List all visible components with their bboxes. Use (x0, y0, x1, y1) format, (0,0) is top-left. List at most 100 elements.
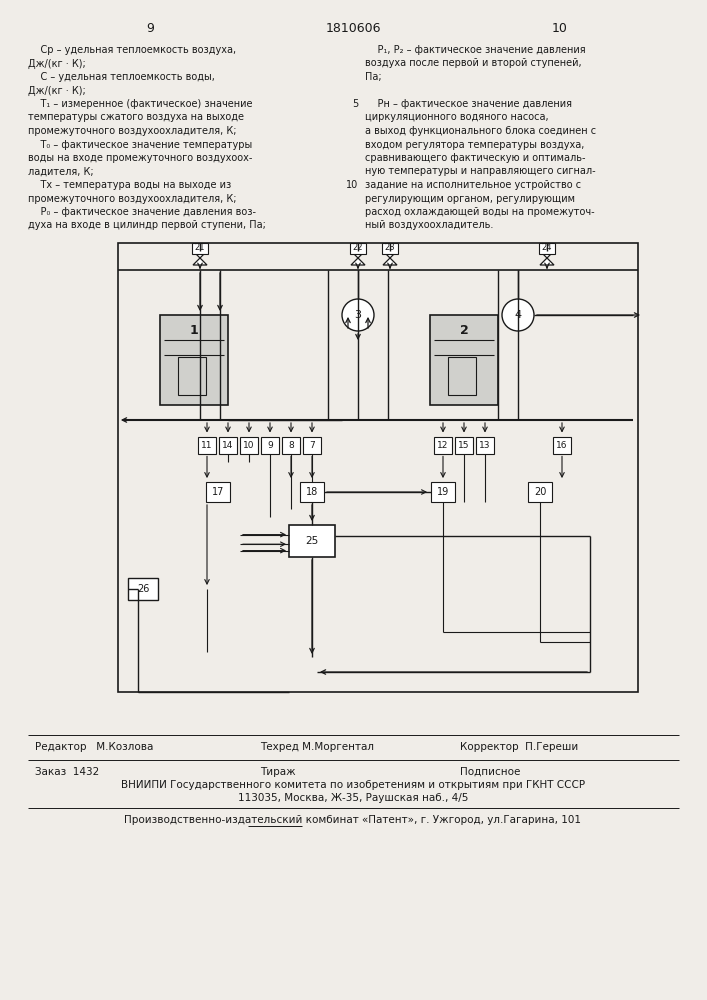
Text: 17: 17 (212, 487, 224, 497)
Text: Дж/(кг · К);: Дж/(кг · К); (28, 86, 86, 96)
Polygon shape (383, 251, 397, 258)
Text: 8: 8 (288, 440, 294, 450)
Text: воздуха после первой и второй ступеней,: воздуха после первой и второй ступеней, (365, 58, 582, 68)
Text: задание на исполнительное устройство с: задание на исполнительное устройство с (365, 180, 581, 190)
Text: входом регулятора температуры воздуха,: входом регулятора температуры воздуха, (365, 139, 585, 149)
Bar (160, 315, 228, 405)
Text: духа на входе в цилиндр первой ступени, Па;: духа на входе в цилиндр первой ступени, … (28, 221, 266, 231)
Text: расход охлаждающей воды на промежуточ-: расход охлаждающей воды на промежуточ- (365, 207, 595, 217)
Text: ладителя, К;: ладителя, К; (28, 166, 93, 176)
Text: 10: 10 (552, 21, 568, 34)
Bar (434, 436, 452, 454)
Polygon shape (540, 258, 554, 265)
Text: ный воздухоохладитель.: ный воздухоохладитель. (365, 221, 493, 231)
Bar (528, 482, 552, 502)
Bar (476, 436, 494, 454)
Bar (303, 436, 321, 454)
Polygon shape (193, 251, 207, 258)
Text: Рн – фактическое значение давления: Рн – фактическое значение давления (365, 99, 572, 109)
Bar (382, 242, 398, 253)
Text: Дж/(кг · К);: Дж/(кг · К); (28, 58, 86, 69)
Bar (282, 436, 300, 454)
Text: сравнивающего фактическую и оптималь-: сравнивающего фактическую и оптималь- (365, 153, 585, 163)
Bar (430, 315, 498, 405)
Text: 18: 18 (306, 487, 318, 497)
Bar (261, 436, 279, 454)
Text: воды на входе промежуточного воздухоох-: воды на входе промежуточного воздухоох- (28, 153, 252, 163)
Text: 22: 22 (353, 243, 363, 252)
Text: 9: 9 (146, 21, 154, 34)
Text: Корректор  П.Гереши: Корректор П.Гереши (460, 742, 578, 752)
Bar (206, 482, 230, 502)
Text: регулирующим органом, регулирующим: регулирующим органом, регулирующим (365, 194, 575, 204)
Text: Па;: Па; (365, 72, 382, 82)
Circle shape (342, 299, 374, 331)
Text: 19: 19 (437, 487, 449, 497)
Circle shape (502, 299, 534, 331)
Text: промежуточного воздухоохладителя, К;: промежуточного воздухоохладителя, К; (28, 194, 237, 204)
Text: циркуляционного водяного насоса,: циркуляционного водяного насоса, (365, 112, 549, 122)
Text: 20: 20 (534, 487, 547, 497)
Text: Р₁, Р₂ – фактическое значение давления: Р₁, Р₂ – фактическое значение давления (365, 45, 585, 55)
Polygon shape (351, 251, 365, 258)
Text: 23: 23 (385, 243, 395, 252)
Text: 11: 11 (201, 440, 213, 450)
Text: 9: 9 (267, 440, 273, 450)
Bar (350, 242, 366, 253)
Text: Тх – температура воды на выходе из: Тх – температура воды на выходе из (28, 180, 231, 190)
Bar (128, 578, 158, 600)
Text: Техред М.Моргентал: Техред М.Моргентал (260, 742, 374, 752)
Text: Тираж: Тираж (260, 767, 296, 777)
Text: 5: 5 (352, 99, 358, 109)
Text: а выход функционального блока соединен с: а выход функционального блока соединен с (365, 126, 596, 136)
Text: 25: 25 (305, 536, 319, 546)
Text: Производственно-издательский комбинат «Патент», г. Ужгород, ул.Гагарина, 101: Производственно-издательский комбинат «П… (124, 815, 581, 825)
Text: T₁ – измеренное (фактическое) значение: T₁ – измеренное (фактическое) значение (28, 99, 252, 109)
Text: C – удельная теплоемкость воды,: C – удельная теплоемкость воды, (28, 72, 215, 82)
Bar (219, 436, 237, 454)
Text: температуры сжатого воздуха на выходе: температуры сжатого воздуха на выходе (28, 112, 244, 122)
Text: 7: 7 (309, 440, 315, 450)
Text: ВНИИПИ Государственного комитета по изобретениям и открытиям при ГКНТ СССР: ВНИИПИ Государственного комитета по изоб… (121, 780, 585, 790)
Bar (240, 436, 258, 454)
Text: Редактор   М.Козлова: Редактор М.Козлова (35, 742, 153, 752)
Text: 3: 3 (354, 310, 361, 320)
Text: Подписное: Подписное (460, 767, 520, 777)
Text: Cр – удельная теплоемкость воздуха,: Cр – удельная теплоемкость воздуха, (28, 45, 236, 55)
Text: 10: 10 (243, 440, 255, 450)
Text: 12: 12 (438, 440, 449, 450)
Text: Заказ  1432: Заказ 1432 (35, 767, 99, 777)
Text: 10: 10 (346, 180, 358, 190)
Text: промежуточного воздухоохладителя, К;: промежуточного воздухоохладителя, К; (28, 126, 237, 136)
Text: 21: 21 (194, 243, 205, 252)
Text: 1810606: 1810606 (325, 21, 381, 34)
Bar (178, 357, 206, 395)
Bar (539, 242, 555, 253)
Polygon shape (351, 258, 365, 265)
Bar (431, 482, 455, 502)
Bar (300, 482, 324, 502)
Bar (448, 357, 476, 395)
Bar (455, 436, 473, 454)
Text: 2: 2 (460, 324, 468, 336)
Polygon shape (383, 258, 397, 265)
Text: Р₀ – фактическое значение давления воз-: Р₀ – фактическое значение давления воз- (28, 207, 256, 217)
Text: T₀ – фактическое значение температуры: T₀ – фактическое значение температуры (28, 139, 252, 149)
Text: 24: 24 (542, 243, 552, 252)
Text: 26: 26 (137, 584, 149, 594)
Polygon shape (193, 258, 207, 265)
Text: 1: 1 (189, 324, 199, 336)
Polygon shape (540, 251, 554, 258)
Bar (289, 525, 335, 557)
Bar (198, 436, 216, 454)
Text: 4: 4 (515, 310, 522, 320)
Text: 15: 15 (458, 440, 469, 450)
Text: 16: 16 (556, 440, 568, 450)
Bar (192, 242, 208, 253)
Text: ную температуры и направляющего сигнал-: ную температуры и направляющего сигнал- (365, 166, 595, 176)
Bar (118, 243, 638, 692)
Text: 13: 13 (479, 440, 491, 450)
Text: 14: 14 (222, 440, 234, 450)
Text: 113035, Москва, Ж-35, Раушская наб., 4/5: 113035, Москва, Ж-35, Раушская наб., 4/5 (238, 793, 468, 803)
Bar (553, 436, 571, 454)
